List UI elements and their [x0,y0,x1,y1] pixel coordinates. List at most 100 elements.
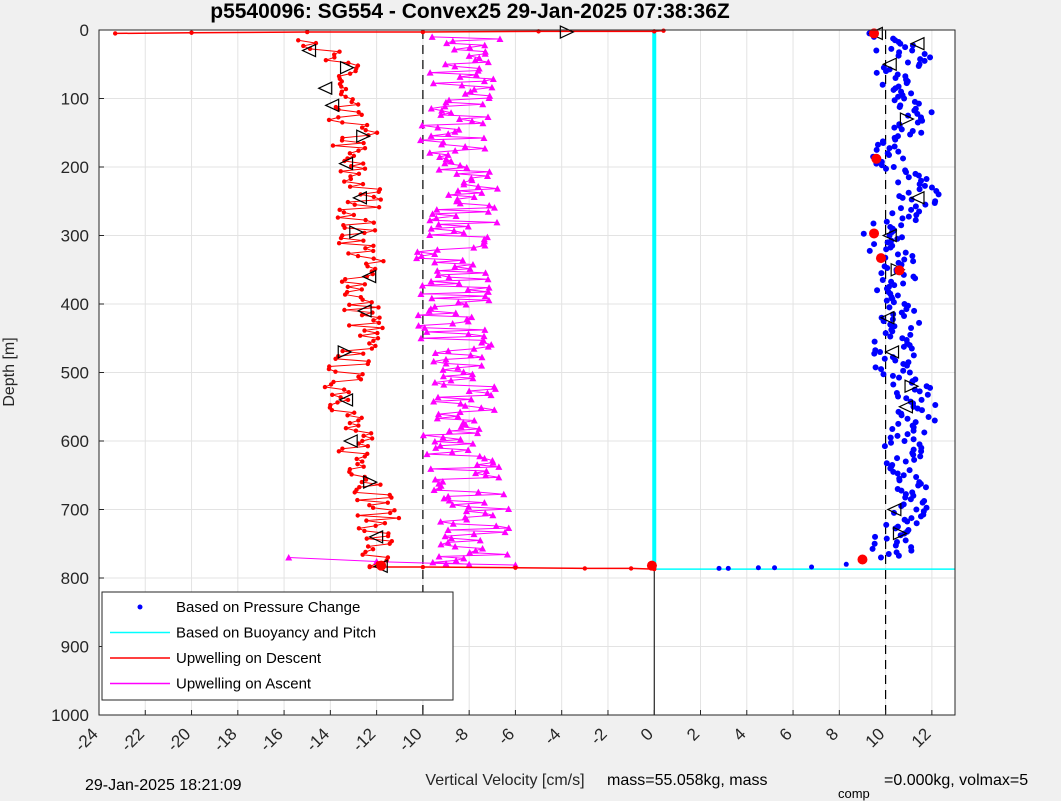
ascent-point [435,166,443,173]
pressure-point [901,312,908,319]
pressure-point [909,47,916,54]
ascent-point [435,220,443,228]
pressure-point [915,482,922,489]
pressure-point [882,330,889,337]
ascent-point [469,374,477,382]
descent-point [367,341,372,346]
descent-point [362,528,367,534]
triangle-marker [886,502,902,517]
ascent-point [456,161,464,169]
ascent-point [475,54,483,61]
ascent-point [417,334,425,342]
ascent-point [429,79,437,87]
ascent-point [493,185,501,192]
ascent-point [478,353,486,361]
pressure-point [887,434,894,441]
ascent-point [431,303,439,310]
pressure-point [928,109,935,116]
descent-point [340,446,345,451]
ascent-point [464,286,472,293]
pressure-point [894,470,901,477]
footer-mass-subscript: comp [838,786,870,801]
descent-point [355,513,360,518]
descent-bottom-point [513,565,518,570]
descent-point [356,526,362,531]
ascent-point [448,448,456,456]
pressure-point [892,542,899,549]
ascent-point [431,475,439,483]
descent-point [364,536,369,541]
pressure-point [916,186,923,193]
ascent-point [453,197,461,205]
pressure-point [883,521,890,528]
ascent-point [468,370,476,378]
triangle-marker [351,190,368,205]
legend-box [101,591,454,701]
pressure-point [871,540,878,547]
pressure-point [910,352,917,359]
ascent-point [414,311,422,319]
y-tick-label: 500 [61,364,89,383]
descent-point [335,215,341,220]
pressure-point [891,143,898,150]
ascent-point [439,433,447,441]
ascent-point [427,465,435,472]
descent-point [368,431,374,436]
descent-bottom-line [369,566,655,570]
pressure-point [879,81,886,88]
descent-point [326,366,332,372]
pressure-point [883,535,890,542]
pressure-point [904,59,911,66]
pressure-point [899,194,906,201]
triangle-marker [338,156,354,171]
ascent-point [444,526,452,534]
descent-point [338,92,344,97]
descent-point [396,515,402,521]
markers-group [301,25,925,574]
descent-point [361,433,366,439]
y-axis-label: Depth [m] [1,337,18,406]
pressure-point [918,396,925,403]
descent-surface-point [305,29,310,35]
triangle-marker [356,129,372,144]
pressure-point [870,220,877,227]
ascent-point [441,532,449,540]
pressure-point [922,484,929,491]
pressure-point [904,431,911,438]
ascent-point [482,467,490,475]
ascent-point [454,298,462,306]
descent-point [348,176,354,182]
ascent-point [433,414,441,422]
descent-point [346,323,352,328]
pressure-point [883,68,890,75]
pressure-point [918,448,925,455]
pressure-point [915,62,922,69]
descent-point [385,533,391,539]
pressure-point [895,393,902,400]
ascent-point [481,41,489,49]
ascent-point [466,265,474,272]
pressure-point [896,477,903,484]
pressure-point [899,215,906,222]
descent-point [387,541,392,546]
pressure-point [935,191,942,198]
pressure-point [917,513,924,520]
ascent-bottom-point [511,561,519,568]
descent-point [337,207,342,213]
descent-point [361,238,366,243]
ascent-point [418,252,426,260]
pressure-point [877,348,884,355]
ascent-point [454,412,462,420]
triangle-marker [904,379,920,394]
ascent-point [469,260,477,268]
descent-point [375,336,381,341]
ascent-point [474,182,482,190]
descent-point [382,521,388,526]
descent-point [360,552,365,557]
ascent-point [480,77,488,85]
descent-point [365,264,370,269]
ascent-point [452,309,460,316]
pressure-point [921,182,928,189]
ascent-point [433,206,441,213]
pressure-point [910,436,917,443]
